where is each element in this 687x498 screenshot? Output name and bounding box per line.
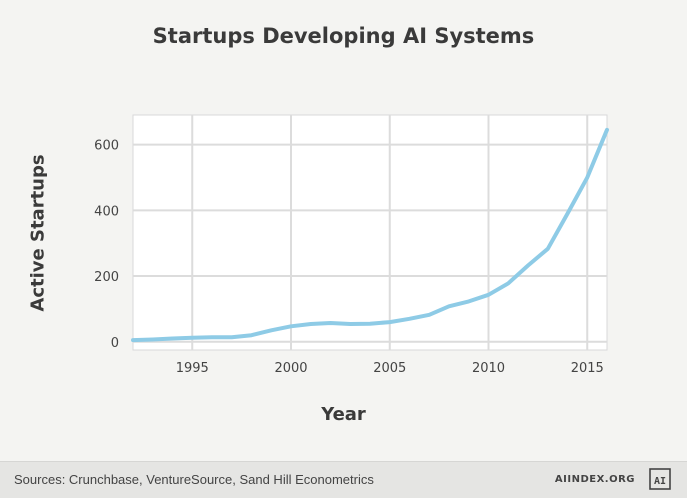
x-tick-label: 2000 — [274, 361, 307, 376]
logo-text: AI — [654, 476, 666, 487]
site-link[interactable]: AIINDEX.ORG — [554, 474, 635, 485]
y-tick-label: 0 — [111, 336, 119, 351]
x-tick-label: 2005 — [373, 361, 406, 376]
x-axis-label: Year — [321, 404, 366, 425]
source-note: Sources: Crunchbase, VentureSource, Sand… — [14, 472, 374, 487]
x-tick-label: 2010 — [472, 361, 505, 376]
y-tick-label: 400 — [94, 204, 119, 219]
chart-title: Startups Developing AI Systems — [152, 24, 535, 48]
series-line — [131, 127, 609, 343]
y-tick-label: 600 — [94, 139, 119, 154]
plot-area — [132, 114, 608, 351]
line-chart: 1995 2000 2005 2010 2015 0 200 400 600 — [94, 114, 609, 376]
footer: Sources: Crunchbase, VentureSource, Sand… — [0, 461, 687, 498]
x-tick-label: 2015 — [571, 361, 604, 376]
ai-index-logo-icon: AI — [649, 468, 671, 490]
x-tick-label: 1995 — [176, 361, 209, 376]
y-tick-label: 200 — [94, 270, 119, 285]
